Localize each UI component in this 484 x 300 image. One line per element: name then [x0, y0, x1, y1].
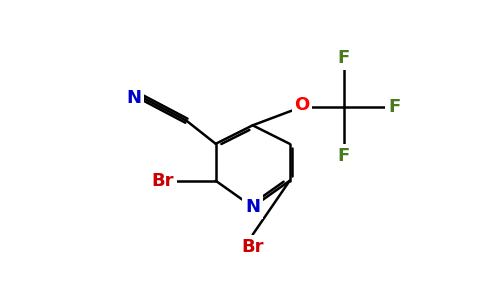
Text: N: N	[126, 88, 141, 106]
Text: F: F	[388, 98, 400, 116]
Text: Br: Br	[242, 238, 264, 256]
Text: F: F	[337, 147, 349, 165]
Text: F: F	[337, 49, 349, 67]
Text: N: N	[245, 198, 260, 216]
Text: Br: Br	[151, 172, 174, 190]
Text: O: O	[294, 96, 310, 114]
